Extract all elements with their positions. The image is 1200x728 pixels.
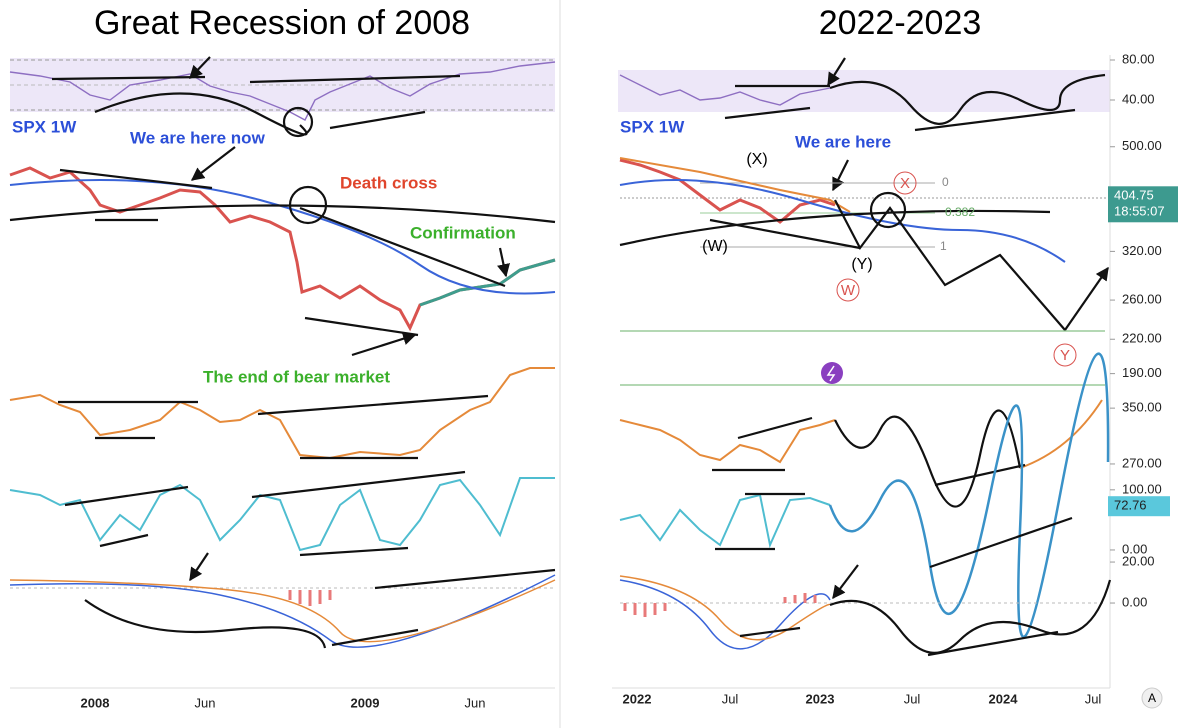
annotation: Confirmation: [410, 223, 516, 242]
x-label: Jun: [465, 695, 486, 710]
y-tick-label: 100.00: [1122, 481, 1162, 496]
y-tick-label: 220.00: [1122, 331, 1162, 346]
left-panel: Great Recession of 2008 SPX 1W We are he…: [9, 0, 561, 728]
y-tick-label: 190.00: [1122, 365, 1162, 380]
countdown: 18:55:07: [1114, 204, 1165, 219]
right-panel: 2022-2023 SPX 1W We are here (X) (W) (Y)…: [612, 4, 1163, 709]
x-label: 2023: [806, 691, 835, 706]
rsi-line: [9, 61, 556, 121]
fib-label: 1: [940, 239, 947, 253]
y-tick-label: 320.00: [1122, 243, 1162, 258]
value-label: 72.76: [1114, 498, 1147, 513]
wave-label: (Y): [851, 256, 872, 273]
ticker: SPX 1W: [12, 117, 77, 136]
y-tick-label: 40.00: [1122, 91, 1155, 106]
x-label: Jul: [722, 691, 739, 706]
wave-label: X: [900, 175, 910, 192]
x-label: 2022: [623, 691, 652, 706]
x-label: Jul: [1085, 691, 1102, 706]
y-tick-label: 20.00: [1122, 553, 1155, 568]
price-label: 404.75: [1114, 188, 1154, 203]
annotation: The end of bear market: [203, 367, 390, 386]
x-label: 2008: [81, 695, 110, 710]
price-marker: [1108, 186, 1178, 223]
wave-label: W: [841, 282, 856, 299]
x-label: Jun: [195, 695, 216, 710]
price: [9, 166, 556, 332]
y-tick-label: 0.00: [1122, 594, 1147, 609]
x-label: Jul: [904, 691, 921, 706]
title: Great Recession of 2008: [94, 4, 470, 42]
fib-label: 0.382: [945, 205, 975, 219]
annotation: Death cross: [340, 173, 437, 192]
y-tick-label: 270.00: [1122, 455, 1162, 470]
ticker: SPX 1W: [620, 117, 685, 136]
wave-label: Y: [1060, 347, 1070, 364]
value-marker: [1108, 496, 1170, 517]
rsi-band: [10, 58, 555, 112]
badge[interactable]: A: [1148, 691, 1156, 705]
y-tick-label: 500.00: [1122, 138, 1162, 153]
title: 2022-2023: [819, 4, 982, 42]
annotation: We are here: [795, 132, 891, 151]
wave-label: (X): [746, 151, 767, 168]
y-tick-label: 260.00: [1122, 292, 1162, 307]
x-label: 2009: [351, 695, 380, 710]
x-label: 2024: [989, 691, 1019, 706]
y-tick-label: 350.00: [1122, 400, 1162, 415]
wave-label: (W): [702, 238, 728, 255]
y-tick-label: 80.00: [1122, 51, 1155, 66]
annotation: We are here now: [130, 128, 266, 147]
fib-label: 0: [942, 175, 949, 189]
y-tick-label: 0.00: [1122, 541, 1147, 556]
